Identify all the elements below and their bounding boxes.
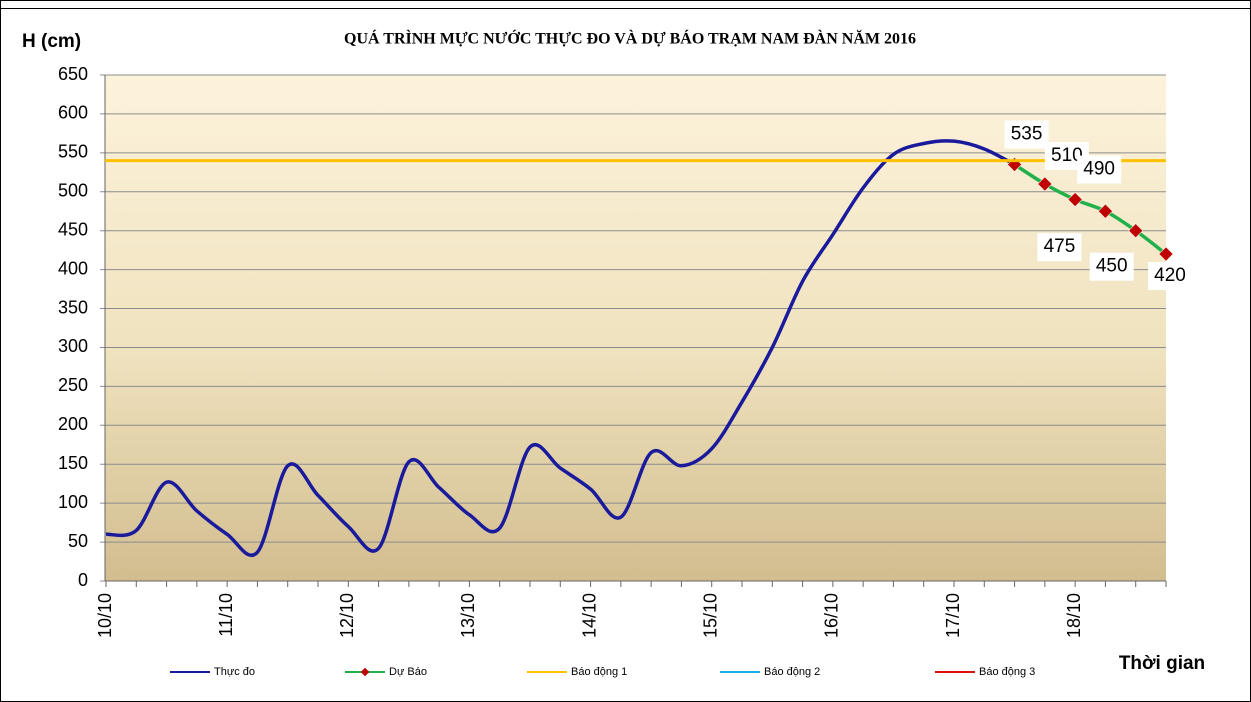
chart-title: QUÁ TRÌNH MỰC NƯỚC THỰC ĐO VÀ DỰ BÁO TRẠ… xyxy=(344,29,916,48)
data-label: 535 xyxy=(1011,124,1043,145)
data-label-box xyxy=(1089,252,1134,281)
marker xyxy=(1098,203,1113,219)
marker xyxy=(1158,246,1174,262)
y-tick-label: 200 xyxy=(58,414,88,434)
y-tick-label: 400 xyxy=(58,258,88,278)
legend-label: Báo động 2 xyxy=(764,666,820,678)
data-label-box xyxy=(1148,262,1192,291)
x-tick-label: 10/10 xyxy=(95,593,115,638)
y-tick-label: 250 xyxy=(58,375,88,395)
data-label-box xyxy=(1037,233,1082,262)
y-tick-label: 150 xyxy=(58,453,88,473)
data-label: 420 xyxy=(1154,265,1186,286)
y-tick-label: 300 xyxy=(58,336,88,356)
data-label: 475 xyxy=(1044,236,1076,257)
y-tick-label: 450 xyxy=(58,219,88,239)
x-tick-label: 14/10 xyxy=(579,593,599,638)
data-label-box xyxy=(1077,155,1122,184)
data-label: 450 xyxy=(1096,256,1128,277)
x-tick-label: 15/10 xyxy=(700,593,720,638)
y-tick-label: 650 xyxy=(58,64,88,84)
marker xyxy=(1128,223,1144,239)
y-tick-label: 100 xyxy=(58,492,88,512)
x-tick-label: 11/10 xyxy=(216,593,236,637)
x-tick-label: 12/10 xyxy=(337,593,357,638)
top-strip xyxy=(0,0,1251,9)
legend-label: Báo động 3 xyxy=(979,666,1035,678)
y-tick-label: 500 xyxy=(58,181,88,201)
marker xyxy=(1067,192,1083,207)
legend-label: Thực đo xyxy=(214,666,255,678)
y-tick-label: 50 xyxy=(68,531,88,551)
data-label: 490 xyxy=(1083,159,1115,180)
x-tick-label: 16/10 xyxy=(822,593,842,638)
x-axis-label: Thời gian xyxy=(1119,653,1205,674)
y-tick-label: 350 xyxy=(58,297,88,317)
y-tick-label: 0 xyxy=(78,570,88,590)
series-line xyxy=(105,139,1016,557)
y-tick-label: 600 xyxy=(58,103,88,123)
x-tick-label: 17/10 xyxy=(943,593,963,638)
marker xyxy=(1037,176,1053,192)
y-axis-label: H (cm) xyxy=(22,31,81,52)
legend-label: Dự Báo xyxy=(389,666,427,678)
data-label-box xyxy=(1004,120,1049,149)
x-tick-label: 13/10 xyxy=(458,593,478,638)
y-tick-label: 550 xyxy=(58,142,88,162)
x-tick-label: 18/10 xyxy=(1064,593,1084,638)
plot-area xyxy=(105,75,1166,581)
legend-label: Báo động 1 xyxy=(571,666,627,678)
legend-marker xyxy=(360,667,370,677)
data-label: 510 xyxy=(1051,145,1083,166)
